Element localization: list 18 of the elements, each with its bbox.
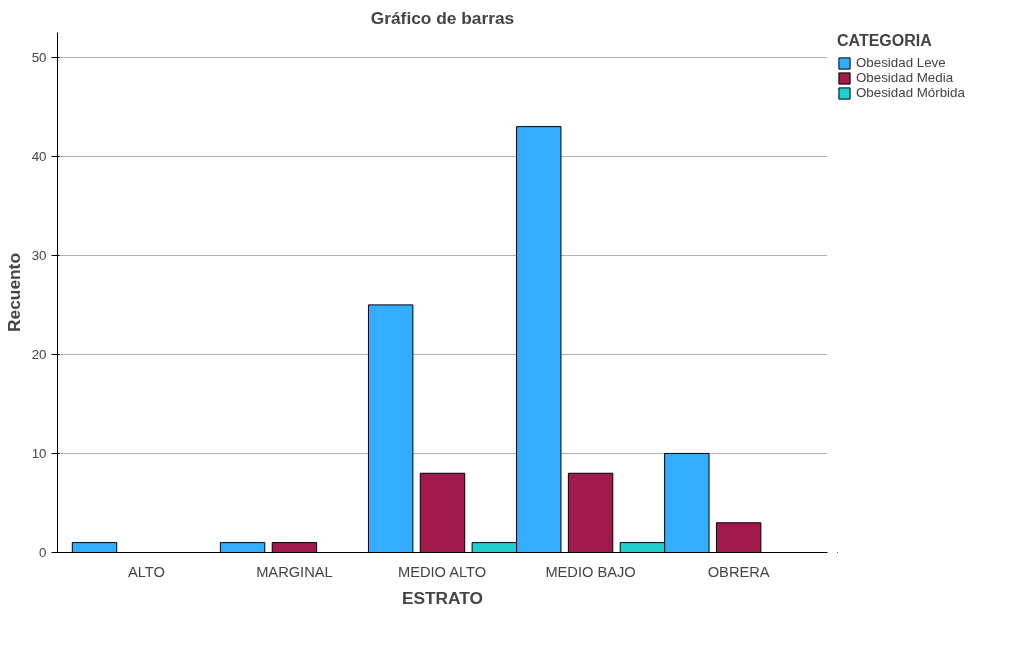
y-tick-label: 0 [39,545,47,560]
y-tick-label: 40 [31,148,47,164]
x-axis-title: ESTRATO [401,587,484,608]
chart-title: Gráfico de barras [370,7,515,28]
x-tick-label: MEDIO ALTO [397,563,487,580]
legend-title: CATEGORIA [837,32,933,50]
x-tick-label: MARGINAL [256,563,333,580]
y-tick-label: 50 [31,49,47,65]
y-tick-label: 20 [31,346,47,362]
x-tick-label: OBRERA [707,563,770,580]
legend-label: Obesidad Mórbida [856,85,965,100]
y-axis-title: Recuento [3,253,24,332]
y-tick-label: 30 [31,247,47,263]
x-tick-label: ALTO [127,563,165,580]
y-tick-label: 10 [31,445,47,461]
legend-label: Obesidad Leve [856,55,946,70]
legend-label: Obesidad Media [856,70,954,85]
x-tick-label: MEDIO BAJO [545,563,636,580]
